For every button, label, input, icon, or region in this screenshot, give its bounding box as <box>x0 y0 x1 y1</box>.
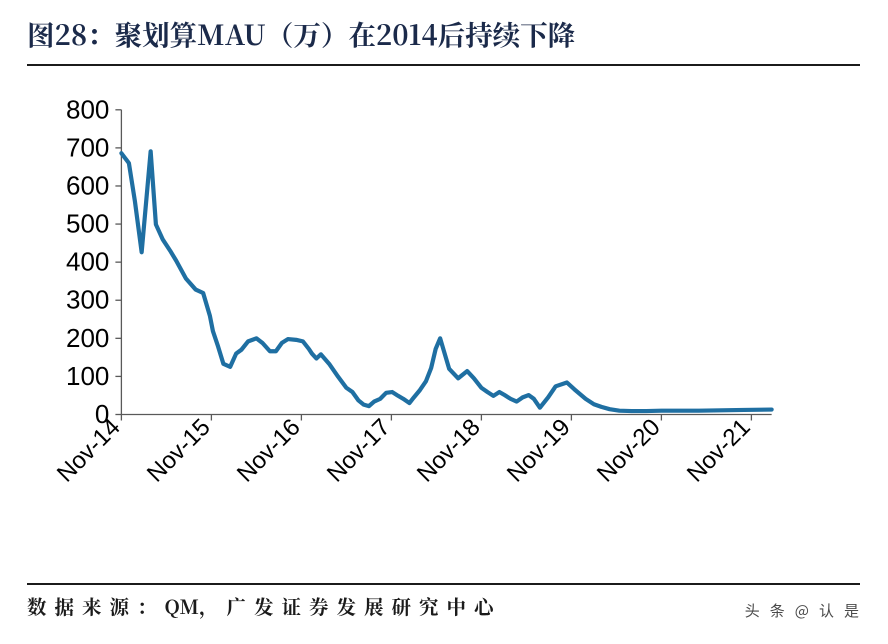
svg-text:Nov-21: Nov-21 <box>682 414 756 488</box>
svg-text:200: 200 <box>66 323 109 353</box>
svg-text:Nov-19: Nov-19 <box>502 414 576 488</box>
svg-text:Nov-15: Nov-15 <box>142 414 216 488</box>
svg-text:800: 800 <box>66 94 109 124</box>
svg-text:600: 600 <box>66 170 109 200</box>
svg-text:100: 100 <box>66 361 109 391</box>
svg-text:Nov-17: Nov-17 <box>322 414 396 488</box>
svg-text:500: 500 <box>66 209 109 239</box>
svg-text:Nov-14: Nov-14 <box>52 414 126 488</box>
svg-text:Nov-20: Nov-20 <box>592 414 666 488</box>
svg-text:Nov-18: Nov-18 <box>412 414 486 488</box>
svg-text:400: 400 <box>66 247 109 277</box>
svg-text:700: 700 <box>66 132 109 162</box>
svg-text:300: 300 <box>66 285 109 315</box>
svg-text:Nov-16: Nov-16 <box>232 414 306 488</box>
